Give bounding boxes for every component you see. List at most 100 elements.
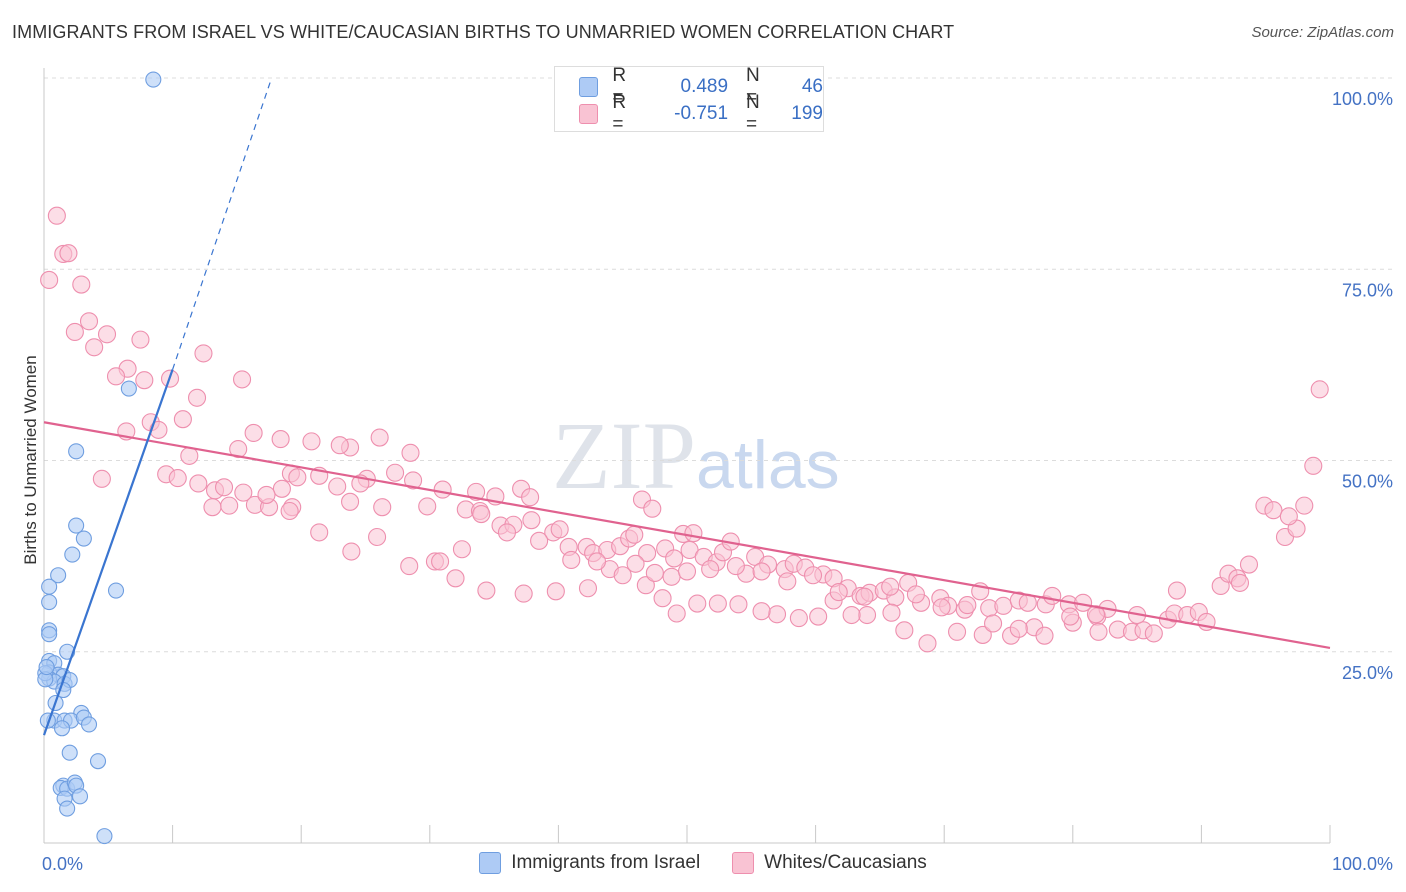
data-point-whites bbox=[562, 550, 581, 570]
data-point-whites bbox=[625, 525, 644, 544]
data-point-whites bbox=[47, 206, 66, 225]
stats-legend: R = 0.489 N = 46 R = -0.751 N = 199 bbox=[554, 65, 824, 135]
legend-r-value: 0.489 bbox=[680, 76, 729, 97]
trend-line-israel bbox=[42, 369, 174, 736]
legend-label-whites: Whites/Caucasians bbox=[764, 852, 927, 873]
series-legend: Immigrants from Israel Whites/Caucasians bbox=[0, 852, 1406, 874]
data-point-whites bbox=[643, 499, 662, 518]
trend-line-whites bbox=[43, 421, 1331, 650]
data-point-whites bbox=[855, 587, 874, 606]
data-point-whites bbox=[401, 443, 420, 462]
data-point-whites bbox=[895, 621, 914, 640]
data-point-whites bbox=[131, 330, 150, 349]
data-point-whites bbox=[280, 501, 299, 521]
data-point-whites bbox=[373, 498, 392, 517]
axis-labels: 100.0% 75.0% 50.0% 25.0% 0.0% 100.0% Births to… bbox=[21, 89, 1393, 874]
data-point-whites bbox=[789, 609, 808, 628]
data-point-israel bbox=[89, 753, 107, 770]
data-point-israel bbox=[120, 380, 137, 397]
data-point-whites bbox=[530, 531, 549, 550]
data-point-whites bbox=[244, 423, 263, 443]
data-point-whites bbox=[994, 596, 1013, 615]
data-point-whites bbox=[1035, 626, 1054, 645]
data-point-whites bbox=[1043, 586, 1062, 605]
data-point-whites bbox=[1295, 496, 1314, 515]
data-point-whites bbox=[173, 410, 192, 429]
data-point-whites bbox=[726, 557, 745, 576]
legend-row-israel: R = 0.489 N = 46 bbox=[555, 65, 823, 108]
data-point-whites bbox=[400, 557, 419, 576]
data-point-whites bbox=[194, 344, 213, 363]
data-point-whites bbox=[729, 595, 748, 614]
data-point-israel bbox=[38, 658, 55, 676]
data-point-whites bbox=[1167, 581, 1187, 600]
data-point-israel bbox=[53, 720, 71, 737]
legend-swatch-whites bbox=[579, 104, 599, 124]
data-point-whites bbox=[1009, 619, 1028, 638]
series-israel-points bbox=[37, 71, 162, 845]
legend-r-label: R = bbox=[612, 65, 627, 108]
legend-r-value: -0.751 bbox=[674, 103, 729, 124]
data-point-whites bbox=[1144, 624, 1163, 643]
data-point-whites bbox=[677, 562, 697, 581]
legend-item-israel[interactable]: Immigrants from Israel bbox=[479, 852, 700, 874]
data-point-whites bbox=[232, 370, 252, 389]
data-point-whites bbox=[187, 388, 207, 407]
data-point-whites bbox=[257, 485, 276, 504]
data-point-whites bbox=[662, 567, 681, 586]
data-point-whites bbox=[842, 605, 861, 625]
data-point-whites bbox=[149, 420, 168, 439]
data-point-whites bbox=[932, 598, 951, 617]
legend-item-whites[interactable]: Whites/Caucasians bbox=[732, 852, 927, 874]
legend-n-value: 46 bbox=[801, 76, 823, 97]
data-point-whites bbox=[342, 542, 361, 561]
data-point-whites bbox=[636, 576, 655, 595]
data-point-whites bbox=[1279, 507, 1298, 526]
data-point-whites bbox=[1239, 555, 1259, 574]
data-point-israel bbox=[41, 593, 58, 611]
data-point-whites bbox=[467, 482, 486, 501]
data-point-whites bbox=[701, 560, 720, 579]
data-point-whites bbox=[59, 244, 78, 263]
data-point-whites bbox=[1304, 456, 1323, 475]
legend-label-israel: Immigrants from Israel bbox=[511, 852, 701, 873]
data-point-israel bbox=[61, 744, 78, 761]
legend-swatch-whites bbox=[732, 852, 755, 874]
data-point-whites bbox=[857, 605, 877, 625]
data-point-whites bbox=[106, 367, 126, 386]
data-point-israel bbox=[59, 800, 76, 817]
data-point-israel bbox=[107, 582, 125, 599]
data-point-whites bbox=[767, 605, 787, 624]
data-point-whites bbox=[497, 523, 517, 542]
data-point-whites bbox=[97, 325, 117, 344]
data-point-whites bbox=[418, 497, 437, 516]
legend-swatch-israel bbox=[479, 852, 502, 874]
data-point-whites bbox=[368, 527, 387, 547]
watermark-atlas: atlas bbox=[696, 427, 840, 503]
data-point-whites bbox=[220, 496, 239, 515]
data-point-whites bbox=[65, 322, 84, 342]
data-point-whites bbox=[1310, 380, 1329, 399]
data-point-whites bbox=[310, 523, 329, 542]
data-point-whites bbox=[472, 504, 491, 524]
data-point-whites bbox=[667, 604, 686, 623]
data-point-whites bbox=[948, 622, 967, 641]
data-point-whites bbox=[521, 488, 540, 507]
data-point-whites bbox=[688, 594, 707, 613]
data-point-whites bbox=[135, 371, 154, 390]
data-point-whites bbox=[578, 579, 598, 598]
data-point-israel bbox=[68, 517, 85, 534]
data-point-whites bbox=[431, 552, 450, 571]
data-point-whites bbox=[752, 562, 771, 581]
data-point-whites bbox=[234, 483, 253, 502]
data-point-israel bbox=[96, 828, 113, 845]
data-point-whites bbox=[446, 569, 465, 588]
data-point-whites bbox=[653, 589, 672, 608]
data-point-whites bbox=[452, 540, 472, 559]
data-point-whites bbox=[958, 596, 977, 615]
y-tick-label: 25.0% bbox=[1342, 663, 1393, 683]
data-point-whites bbox=[809, 607, 828, 626]
y-tick-label: 75.0% bbox=[1342, 280, 1393, 300]
data-point-whites bbox=[546, 582, 565, 601]
data-point-whites bbox=[1089, 622, 1108, 641]
